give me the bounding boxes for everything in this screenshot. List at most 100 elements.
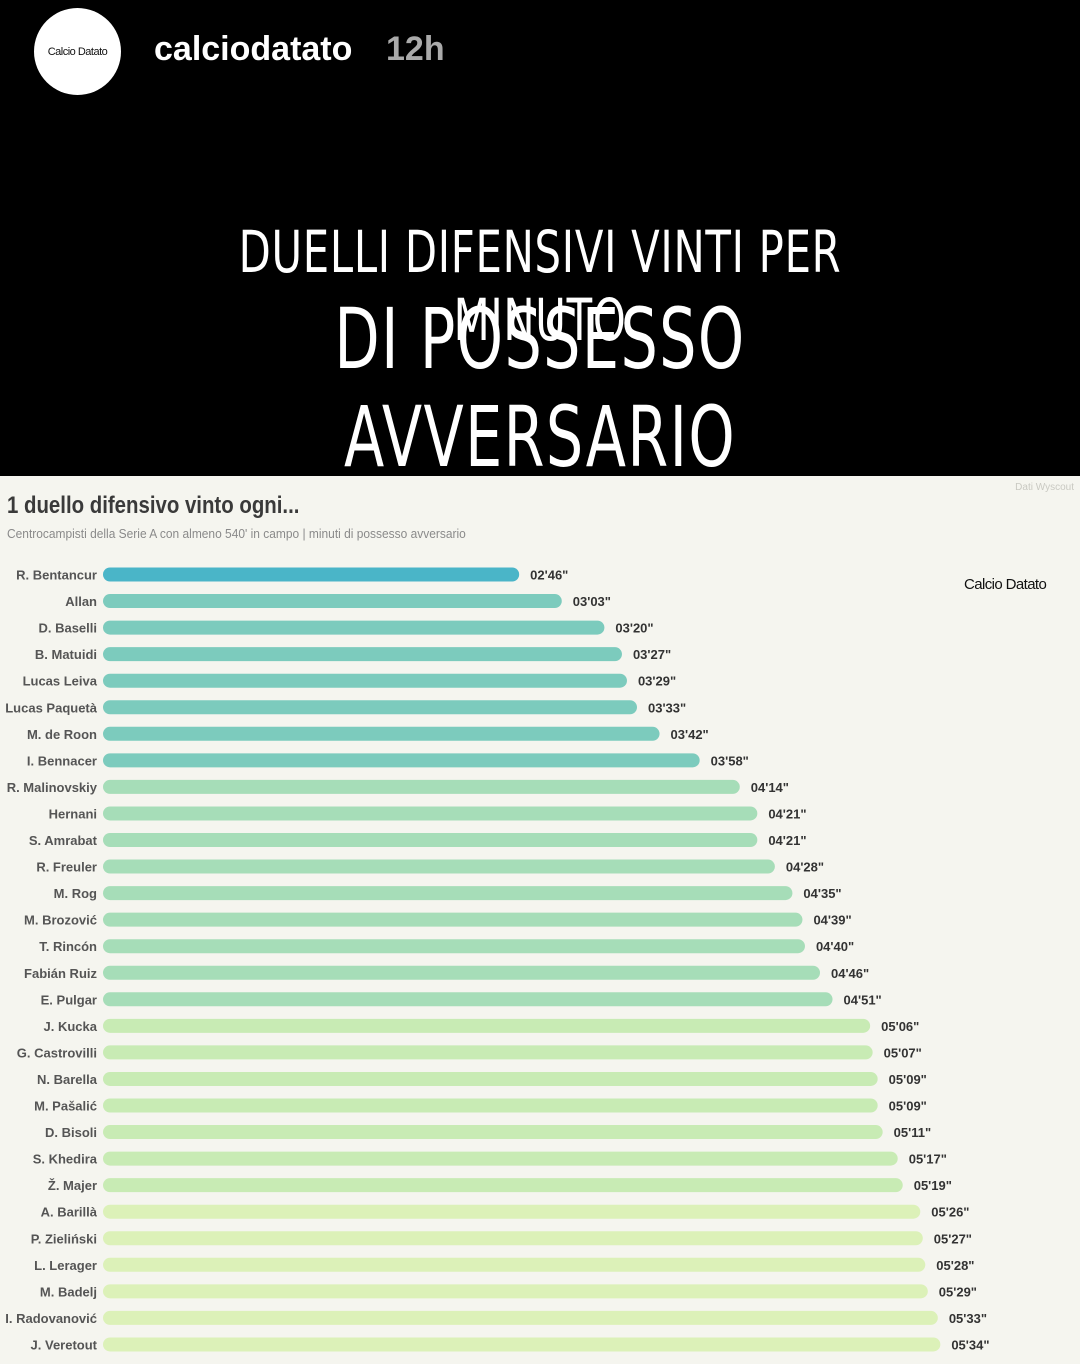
bar	[103, 567, 520, 582]
profile-avatar[interactable]: Calcio Datato	[34, 8, 121, 95]
value-label: 04'46"	[831, 966, 869, 981]
category-label: J. Kucka	[44, 1019, 98, 1034]
headline-line-1: DUELLI DIFENSIVI VINTI PER MINUTO	[238, 218, 842, 354]
value-label: 04'35"	[803, 886, 841, 901]
bar	[103, 1231, 923, 1246]
bar	[103, 1337, 941, 1352]
value-label: 04'51"	[844, 992, 882, 1007]
bar	[103, 594, 562, 609]
value-label: 03'29"	[638, 674, 676, 689]
value-label: 03'33"	[648, 700, 686, 715]
category-label: D. Bisoli	[45, 1125, 97, 1140]
category-label: S. Khedira	[33, 1152, 98, 1167]
chart-source: Dati Wyscout	[1015, 482, 1074, 493]
value-label: 04'40"	[816, 939, 854, 954]
category-label: M. de Roon	[27, 727, 97, 742]
category-label: M. Rog	[54, 886, 97, 901]
bar	[103, 1098, 878, 1113]
category-label: I. Bennacer	[27, 753, 97, 768]
category-label: T. Rincón	[39, 939, 97, 954]
bar	[103, 1310, 938, 1325]
value-label: 03'03"	[573, 594, 611, 609]
bar	[103, 833, 758, 847]
value-label: 05'06"	[881, 1019, 919, 1034]
value-label: 05'27"	[934, 1231, 972, 1246]
value-label: 04'28"	[786, 860, 824, 875]
avatar-logo-text: Calcio Datato	[47, 45, 108, 58]
value-label: 05'26"	[931, 1205, 969, 1220]
category-label: Hernani	[49, 806, 97, 821]
bar	[103, 1204, 921, 1219]
bar	[103, 806, 758, 821]
headline-line-2: DI POSSESSO AVVERSARIO	[334, 290, 746, 486]
category-label: B. Matuidi	[35, 647, 97, 662]
category-label: Lucas Leiva	[23, 674, 98, 689]
bar-chart: R. Bentancur 02'46" Allan 03'03" D. Baselli 0…	[5, 567, 990, 1352]
post-time: 12h	[386, 30, 445, 68]
category-label: I. Radovanović	[5, 1311, 97, 1326]
category-label: Ž. Majer	[48, 1178, 97, 1193]
bar	[103, 859, 775, 874]
value-label: 05'34"	[951, 1337, 989, 1352]
bar	[103, 1151, 898, 1166]
chart-panel: Dati Wyscout 1 duello difensivo vinto og…	[0, 476, 1080, 1364]
value-label: 05'09"	[889, 1099, 927, 1114]
category-label: D. Baselli	[38, 621, 97, 636]
value-label: 02'46"	[530, 568, 568, 583]
value-label: 04'21"	[768, 833, 806, 848]
bar	[103, 1018, 871, 1033]
bar	[103, 965, 821, 980]
bar	[103, 753, 700, 768]
value-label: 05'11"	[894, 1125, 931, 1140]
bar	[103, 886, 793, 901]
bar	[103, 726, 660, 741]
bar	[103, 1178, 903, 1193]
category-label: R. Malinovskiy	[7, 780, 98, 795]
value-label: 03'20"	[615, 621, 653, 636]
value-label: 05'09"	[889, 1072, 927, 1087]
value-label: 03'58"	[711, 753, 749, 768]
value-label: 05'29"	[939, 1284, 977, 1299]
value-label: 05'28"	[936, 1258, 974, 1273]
category-label: P. Zieliński	[31, 1231, 97, 1246]
bar	[103, 912, 803, 927]
username[interactable]: calciodatato	[154, 30, 353, 68]
category-label: L. Lerager	[34, 1258, 97, 1273]
bar	[103, 647, 622, 662]
category-label: Fabián Ruiz	[24, 966, 97, 981]
value-label: 05'33"	[949, 1311, 987, 1326]
category-label: G. Castrovilli	[17, 1045, 97, 1060]
bar	[103, 620, 605, 635]
value-label: 04'39"	[813, 913, 851, 928]
value-label: 03'27"	[633, 647, 671, 662]
category-label: J. Veretout	[31, 1337, 98, 1352]
value-label: 05'07"	[884, 1045, 922, 1060]
value-label: 05'19"	[914, 1178, 952, 1193]
bar	[103, 1045, 873, 1060]
category-label: Allan	[65, 594, 97, 609]
bar	[103, 779, 740, 794]
post-header: Calcio Datato calciodatato 12h	[0, 0, 1080, 110]
category-label: N. Barella	[37, 1072, 98, 1087]
category-label: S. Amrabat	[29, 833, 98, 848]
value-label: 04'14"	[751, 780, 789, 795]
category-label: M. Pašalić	[34, 1099, 97, 1114]
bar	[103, 700, 637, 715]
value-label: 03'42"	[671, 727, 709, 742]
bar	[103, 1071, 878, 1086]
chart-subtitle: Centrocampisti della Serie A con almeno …	[7, 526, 466, 541]
bar	[103, 1257, 926, 1272]
value-label: 04'21"	[768, 806, 806, 821]
bar	[103, 1125, 883, 1140]
category-label: A. Barillà	[41, 1205, 98, 1220]
category-label: R. Freuler	[36, 860, 97, 875]
category-label: Lucas Paquetà	[5, 700, 98, 715]
brand-logo: Calcio Datato	[964, 576, 1047, 593]
bar	[103, 1284, 928, 1299]
bar	[103, 992, 833, 1007]
bar	[103, 673, 627, 688]
category-label: M. Badelj	[40, 1284, 97, 1299]
bar	[103, 939, 805, 954]
value-label: 05'17"	[909, 1152, 947, 1167]
category-label: M. Brozović	[24, 913, 97, 928]
